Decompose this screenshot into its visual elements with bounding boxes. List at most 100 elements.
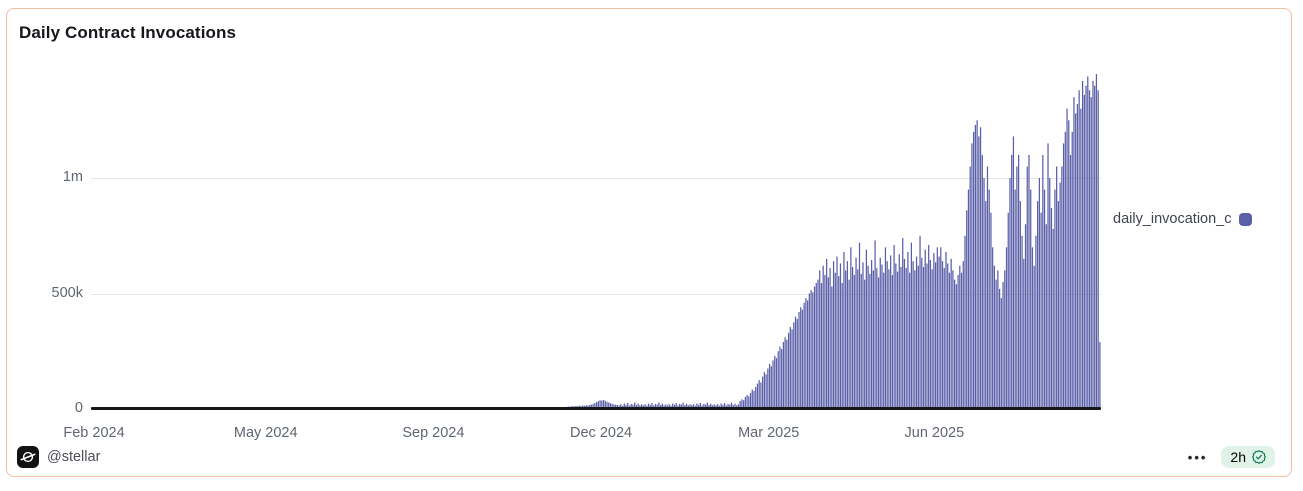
bar (862, 262, 864, 409)
bar (829, 268, 831, 409)
bar (730, 402, 733, 409)
bar (1019, 201, 1021, 409)
bar (768, 363, 771, 409)
bar (860, 273, 862, 409)
verified-check-icon (1252, 450, 1266, 464)
bar (1033, 265, 1035, 409)
bar (936, 247, 938, 409)
bar (900, 266, 902, 409)
bar (869, 273, 871, 409)
bar (834, 272, 836, 409)
bar (1028, 154, 1030, 409)
bar (826, 258, 828, 409)
bar (997, 270, 999, 409)
freshness-badge[interactable]: 2h (1221, 446, 1275, 468)
bar (685, 403, 688, 409)
bar (853, 275, 855, 409)
bar (874, 240, 876, 409)
bar (673, 404, 676, 409)
gridline-1m (91, 178, 1101, 179)
bar (990, 212, 992, 409)
bar (967, 189, 970, 409)
bar (827, 277, 829, 409)
bar (839, 263, 842, 409)
bar (1000, 298, 1002, 409)
attribution-link[interactable]: @stellar (47, 449, 101, 465)
bar (890, 255, 892, 409)
bar (1004, 270, 1006, 409)
bar (1011, 154, 1013, 409)
bar (938, 256, 940, 409)
bar (1037, 201, 1039, 409)
bar (779, 346, 781, 409)
bar (926, 263, 928, 409)
bar (943, 268, 945, 409)
bar (644, 404, 646, 409)
legend-item[interactable]: daily_invocation_c (1113, 211, 1252, 227)
bar (722, 404, 724, 409)
bar (762, 376, 764, 409)
bar (661, 403, 663, 409)
stellar-logo-icon[interactable] (17, 446, 39, 468)
bar (922, 266, 925, 409)
bar (1076, 104, 1079, 409)
bar (832, 261, 835, 409)
bar (703, 403, 705, 409)
bar (851, 266, 854, 409)
bar (895, 263, 897, 409)
bar (609, 403, 612, 409)
bar (817, 279, 819, 409)
bar (992, 247, 994, 409)
bar (950, 258, 952, 409)
bar (914, 270, 916, 409)
bar (846, 261, 849, 409)
bar (1038, 178, 1040, 409)
bar (1059, 182, 1061, 409)
chart-card: Daily Contract Invocations Feb 2024 May 2… (6, 8, 1292, 477)
bar (604, 400, 606, 409)
overflow-menu-button[interactable]: ••• (1187, 449, 1208, 465)
bar (864, 279, 866, 409)
bar (596, 402, 598, 409)
bar (888, 269, 890, 409)
bar (710, 403, 712, 409)
bar (765, 374, 767, 409)
bar (976, 120, 978, 409)
bar (746, 395, 748, 409)
bar (952, 270, 954, 409)
bar (658, 402, 660, 409)
bar (704, 404, 707, 409)
bar (651, 402, 653, 409)
bar (978, 136, 980, 409)
bar (672, 403, 674, 409)
bar (794, 316, 797, 409)
bar (602, 399, 605, 409)
bar (1064, 131, 1066, 409)
bar (1094, 85, 1096, 409)
bar (909, 272, 911, 409)
bar (988, 189, 990, 409)
bar (1012, 136, 1015, 409)
bar (589, 404, 591, 409)
bar (692, 404, 695, 409)
bar (1017, 154, 1020, 409)
bar (786, 339, 788, 409)
y-tick-label-1m: 1m (62, 169, 83, 185)
bar (819, 270, 821, 409)
bar (637, 403, 639, 409)
bar (969, 166, 971, 409)
bar (986, 166, 989, 409)
bar (924, 249, 926, 409)
bar (893, 245, 895, 409)
bar (903, 258, 906, 409)
bar (777, 351, 779, 409)
bar (836, 256, 838, 409)
bar (962, 261, 964, 409)
bar (806, 300, 809, 409)
bar (717, 404, 719, 409)
bar (848, 279, 850, 409)
bar (955, 284, 957, 409)
bar (808, 293, 810, 409)
bar (1068, 120, 1070, 409)
bar (640, 404, 643, 409)
